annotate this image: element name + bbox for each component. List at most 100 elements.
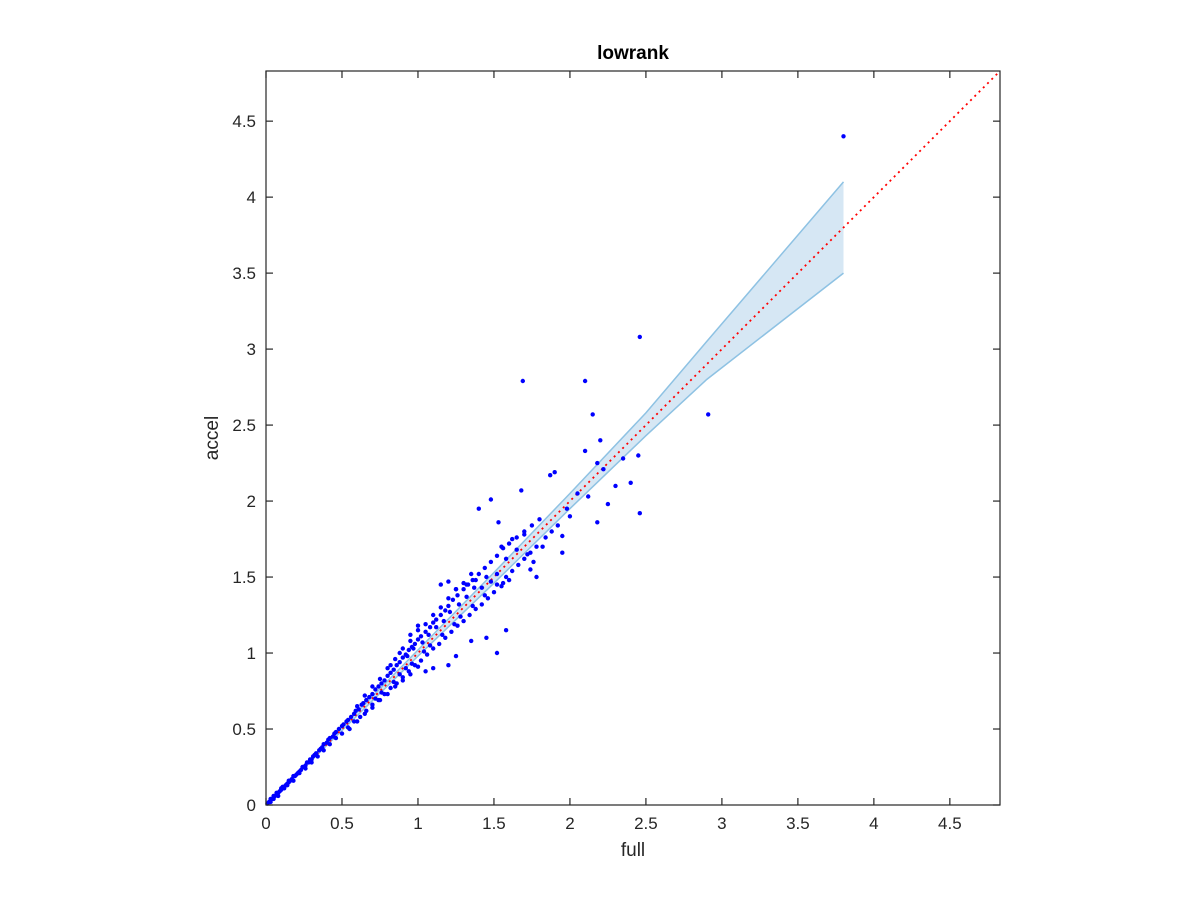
data-point (637, 334, 642, 340)
data-point (488, 559, 494, 565)
data-point (405, 653, 410, 659)
data-point (464, 582, 469, 587)
data-point (605, 501, 611, 507)
data-point (345, 717, 351, 723)
data-point (397, 650, 402, 656)
y-tick-label: 1.5 (232, 568, 256, 587)
data-point (496, 520, 501, 525)
data-point (484, 574, 489, 580)
data-point (446, 663, 451, 668)
data-point (434, 625, 439, 630)
data-point (637, 511, 642, 516)
data-point (385, 673, 390, 678)
data-point (397, 672, 402, 677)
data-point (437, 641, 442, 647)
data-point (403, 666, 408, 671)
data-point (484, 635, 489, 640)
data-point (391, 667, 396, 672)
y-tick-label: 3.5 (232, 264, 256, 283)
data-point (522, 556, 527, 561)
data-point (373, 696, 378, 701)
reference-line-layer (265, 70, 1001, 806)
data-point (595, 460, 600, 466)
data-point (358, 714, 363, 720)
data-point (503, 628, 509, 633)
data-point (400, 678, 405, 683)
data-point (476, 571, 481, 577)
data-point (467, 612, 472, 618)
data-point (598, 438, 603, 443)
data-point (446, 579, 451, 584)
data-point (370, 691, 375, 697)
confidence-band-lower (265, 272, 844, 806)
y-tick-label: 2.5 (232, 416, 256, 435)
ticks-layer: 0 0.5 1 1.5 2 2.5 3 3.5 4 4.5 0 0.5 1 1.5 2 2.5 3 3.5 4 4.5 (232, 71, 1000, 833)
data-point (525, 552, 530, 557)
data-point (408, 672, 413, 677)
data-point (494, 650, 500, 656)
data-point (415, 628, 421, 633)
data-point (434, 617, 439, 622)
data-point (426, 632, 431, 637)
data-point (464, 594, 469, 599)
data-point (418, 658, 424, 663)
data-point (412, 641, 418, 647)
data-point (285, 783, 290, 788)
data-point (446, 596, 451, 601)
data-point (441, 618, 446, 624)
x-tick-label: 4.5 (938, 814, 962, 833)
data-point (394, 663, 399, 668)
data-point (485, 596, 491, 601)
data-point (534, 574, 539, 580)
data-point (415, 664, 421, 669)
data-point (376, 684, 381, 689)
data-point (455, 593, 460, 598)
data-point (469, 571, 474, 577)
x-axis-label: full (621, 840, 645, 861)
data-point (297, 770, 302, 776)
data-point (628, 480, 633, 485)
data-point (595, 520, 600, 525)
data-point (503, 556, 509, 561)
data-point (385, 691, 390, 697)
data-point (519, 488, 524, 493)
data-point (506, 577, 512, 583)
data-point (461, 618, 466, 624)
data-point (560, 550, 565, 555)
data-point (453, 653, 459, 659)
data-point (431, 666, 436, 671)
data-point (516, 562, 521, 568)
data-point (333, 729, 339, 735)
data-point (522, 532, 527, 537)
data-point (453, 587, 459, 592)
data-point (575, 491, 580, 496)
y-tick-label: 0.5 (232, 720, 256, 739)
data-point (431, 612, 436, 618)
data-point (421, 649, 427, 654)
data-point (449, 629, 454, 634)
data-point (473, 577, 478, 583)
data-point (586, 494, 591, 499)
data-point (506, 541, 512, 546)
data-point (482, 593, 487, 598)
y-tick-label: 2 (247, 492, 256, 511)
data-point (510, 568, 515, 574)
data-point (438, 582, 443, 587)
axes-box (265, 70, 1001, 806)
data-point (431, 620, 436, 625)
data-point (438, 605, 443, 610)
data-point (341, 722, 346, 727)
data-point (456, 602, 462, 607)
data-point (400, 655, 405, 660)
y-tick-label: 4 (247, 188, 256, 207)
data-point (370, 684, 375, 689)
data-point (706, 412, 711, 417)
x-tick-label: 2.5 (634, 814, 658, 833)
data-point (494, 582, 500, 587)
data-point (543, 535, 548, 540)
data-points-layer (265, 134, 846, 806)
y-tick-label: 3 (247, 340, 256, 359)
data-point (500, 580, 506, 586)
